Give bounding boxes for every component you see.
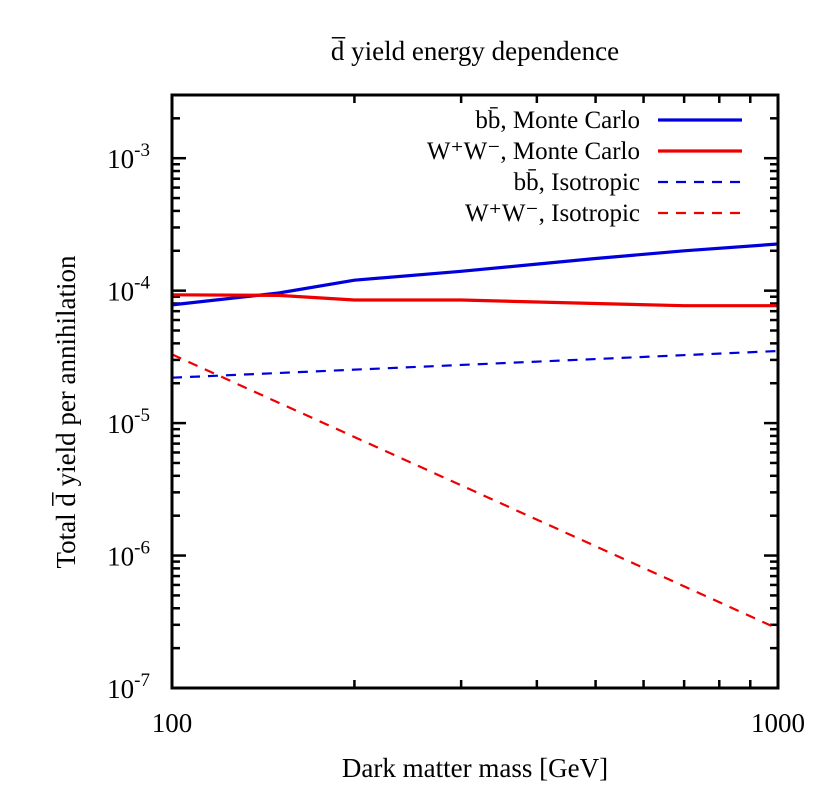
y-tick-base: 10 <box>107 542 134 572</box>
y-tick-label: 10-3 <box>107 140 150 174</box>
series-layer <box>171 242 779 630</box>
y-tick-base: 10 <box>107 409 134 439</box>
y-tick-exponent: -4 <box>134 273 150 294</box>
legend-label-2: W⁺W⁻, Monte Carlo <box>427 138 640 165</box>
y-tick-exponent: -7 <box>134 670 150 691</box>
series-line-1 <box>171 242 779 307</box>
y-tick-exponent: -3 <box>134 140 150 161</box>
x-axis-label: Dark matter mass [GeV] <box>342 753 608 783</box>
plot-frame <box>170 93 780 690</box>
legend: bb̄, Monte Carlo W⁺W⁻, Monte Carlo bb̄, Is… <box>427 106 742 227</box>
y-tick-base: 10 <box>107 144 134 174</box>
tick-marks <box>170 93 780 690</box>
y-tick-base: 10 <box>107 277 134 307</box>
series-line-4 <box>171 353 779 630</box>
y-tick-label: 10-4 <box>107 273 150 307</box>
y-tick-exponent: -6 <box>134 538 150 559</box>
x-tick-label: 100 <box>152 708 193 738</box>
x-tick-label: 1000 <box>751 708 805 738</box>
y-tick-label: 10-5 <box>107 405 150 439</box>
y-axis-label: Total d̅ yield per annihilation <box>51 255 81 569</box>
y-tick-exponent: -5 <box>134 405 150 426</box>
y-tick-label: 10-7 <box>107 670 150 704</box>
chart-title: d̅ yield energy dependence <box>331 36 619 66</box>
legend-label-3: bb̄, Isotropic <box>514 168 640 196</box>
legend-label-4: W⁺W⁻, Isotropic <box>465 200 640 227</box>
series-line-2 <box>171 293 778 308</box>
y-tick-base: 10 <box>107 674 134 704</box>
series-line-3 <box>171 349 779 379</box>
y-tick-label: 10-6 <box>107 538 150 572</box>
legend-label-1: bb̄, Monte Carlo <box>475 106 640 134</box>
